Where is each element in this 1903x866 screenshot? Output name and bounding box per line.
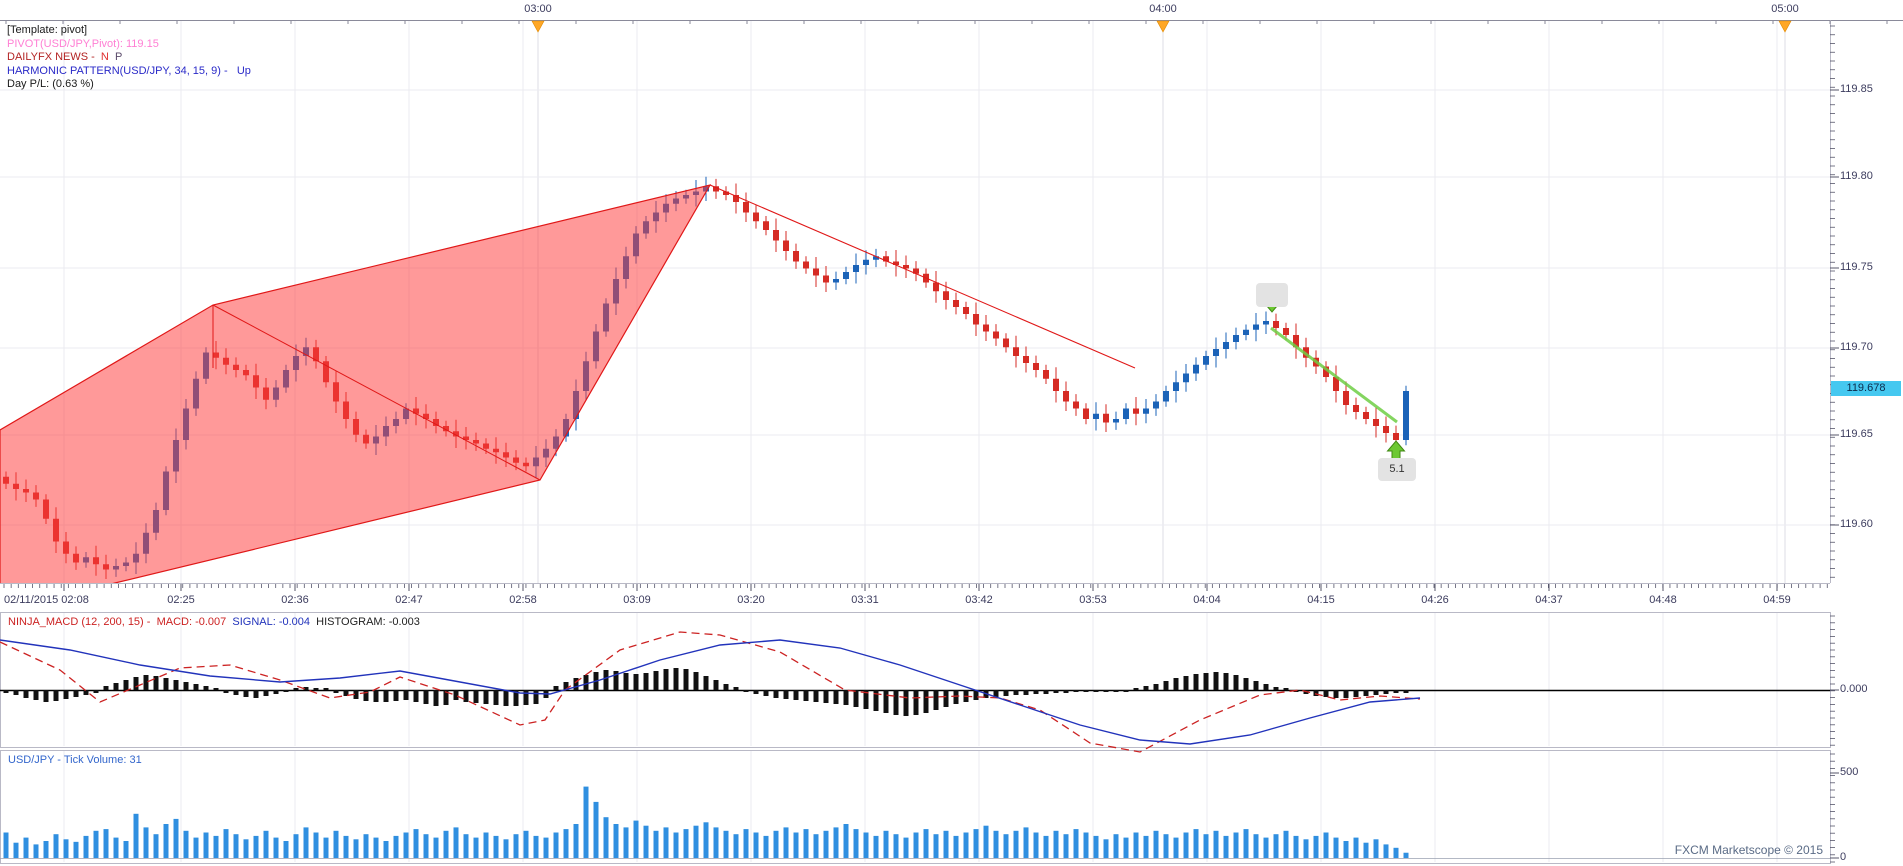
bottom-axis-label: 03:42 [965, 594, 993, 606]
news-marker-icon[interactable] [1778, 20, 1792, 33]
watermark-fxcm: FXCM Marketscope © 2015 [1674, 843, 1823, 857]
profit-box[interactable] [1378, 458, 1416, 481]
top-axis-label: 05:00 [1771, 3, 1799, 15]
macd-line [0, 631, 1421, 753]
price-axis-label: 119.85 [1840, 83, 1873, 95]
bottom-axis-label: 04:04 [1193, 594, 1221, 606]
price-axis-label: 119.60 [1840, 518, 1873, 530]
signal-line [0, 639, 1421, 745]
price-axis-label: 119.70 [1840, 341, 1873, 353]
histogram-label: HISTOGRAM: [310, 616, 389, 628]
bottom-axis-label: 03:20 [737, 594, 765, 606]
price-axis-label: 119.80 [1840, 170, 1873, 182]
trade-trend-line[interactable] [1270, 326, 1398, 424]
macd-axis-label: 0.000 [1840, 683, 1868, 695]
current-price-marker: 119.678 [1831, 381, 1901, 396]
top-axis-label: 04:00 [1149, 3, 1177, 15]
signal-value: -0.004 [278, 616, 311, 628]
sell-signal-box[interactable] [1256, 283, 1288, 307]
harmonic-indicator-label[interactable]: HARMONIC PATTERN(USD/JPY, 34, 15, 9) - U… [7, 64, 251, 77]
bottom-axis-label: 03:09 [623, 594, 651, 606]
top-axis-label: 03:00 [524, 3, 552, 15]
news-marker-icon[interactable] [1156, 20, 1170, 33]
news-marker-icon[interactable] [531, 20, 545, 33]
bottom-axis-label: 04:37 [1535, 594, 1563, 606]
volume-panel-header[interactable]: USD/JPY - Tick Volume: 31 [8, 754, 142, 766]
buy-arrow-icon[interactable] [1386, 440, 1406, 460]
price-axis-label: 119.65 [1840, 428, 1873, 440]
bottom-axis-label: 03:31 [851, 594, 879, 606]
template-label: [Template: pivot] [7, 24, 88, 36]
price-axis-label: 119.75 [1840, 261, 1873, 273]
volume-axis-label: 500 [1840, 766, 1859, 778]
news-label: DAILYFX NEWS - [7, 51, 101, 63]
macd-value: -0.007 [195, 616, 227, 628]
bottom-axis-label: 04:15 [1307, 594, 1335, 606]
dailyfx-news-indicator-label[interactable]: DAILYFX NEWS - N P [7, 51, 251, 65]
news-p-flag: P [108, 51, 123, 63]
bottom-axis-label: 02/11/2015 02:08 [4, 594, 89, 606]
indicator-legend: [Template: pivot] PIVOT(USD/JPY,Pivot): … [7, 24, 251, 92]
pivot-indicator-label[interactable]: PIVOT(USD/JPY,Pivot): 119.15 [7, 37, 159, 50]
bottom-axis-label: 04:48 [1649, 594, 1677, 606]
histogram-value: -0.003 [388, 616, 420, 628]
volume-plot[interactable] [0, 786, 1830, 859]
profit-label: 5.1 [1389, 463, 1405, 475]
macd-panel-header[interactable]: NINJA_MACD (12, 200, 15) - MACD: -0.007 … [8, 616, 420, 628]
harmonic-pattern-overlay[interactable] [0, 184, 1136, 611]
news-n-flag: N [100, 51, 109, 63]
bottom-axis-label: 02:47 [395, 594, 423, 606]
day-pl-label: Day P/L: (0.63 %) [7, 78, 94, 90]
bottom-axis-label: 04:26 [1421, 594, 1449, 606]
macd-label: MACD: [156, 616, 196, 628]
macd-plot[interactable] [0, 631, 1830, 753]
bottom-axis-label: 04:59 [1763, 594, 1791, 606]
bottom-axis-label: 02:58 [509, 594, 537, 606]
macd-name: NINJA_MACD (12, 200, 15) - [8, 616, 157, 628]
bottom-axis-label: 03:53 [1079, 594, 1107, 606]
bottom-axis-label: 02:25 [167, 594, 195, 606]
bottom-axis-label: 02:36 [281, 594, 309, 606]
volume-axis-label: 0 [1840, 851, 1847, 863]
signal-label: SIGNAL: [226, 616, 279, 628]
